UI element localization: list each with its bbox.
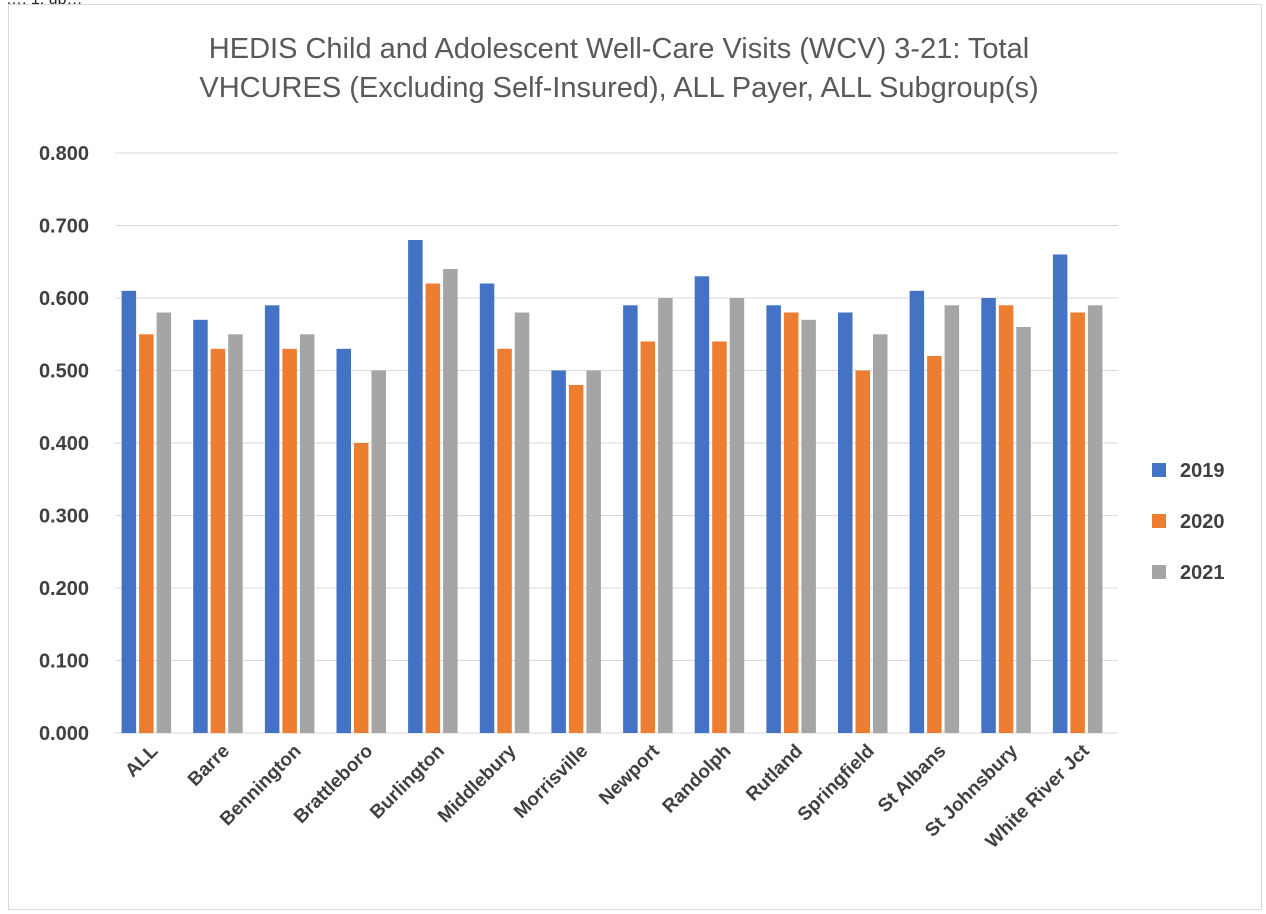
bar-2019-st-albans <box>909 290 925 734</box>
bar-2021-st-albans <box>944 305 960 733</box>
bar-2020-springfield <box>855 370 870 733</box>
y-tick-label: 0.300 <box>39 506 89 528</box>
bar-2020-newport <box>640 341 656 733</box>
bar-2020-middlebury <box>497 348 512 734</box>
bar-2020-bennington <box>282 348 297 734</box>
bar-2021-bennington <box>299 334 315 734</box>
bar-2020-st-albans <box>927 356 942 733</box>
bar-2021-springfield <box>873 334 888 734</box>
bar-2021-white-river-jct <box>1087 305 1103 733</box>
legend-label-2019: 2019 <box>1180 460 1225 482</box>
bar-2020-rutland <box>783 312 799 733</box>
x-tick-label: Middlebury <box>434 740 521 827</box>
bar-2021-st-johnsbury <box>1016 327 1031 733</box>
bar-2019-white-river-jct <box>1052 254 1068 733</box>
x-tick-label: ALL <box>121 740 162 781</box>
bar-2021-brattleboro <box>371 370 386 733</box>
y-tick-label: 0.700 <box>39 216 89 238</box>
bar-2021-burlington <box>443 269 458 733</box>
x-tick-label: Barre <box>184 741 234 791</box>
bar-2019-st-johnsbury <box>981 298 996 733</box>
bar-2019-bennington <box>264 305 280 733</box>
bar-2020-randolph <box>712 341 727 733</box>
bars <box>121 240 1103 734</box>
bar-2020-st-johnsbury <box>998 305 1014 733</box>
y-tick-label: 0.400 <box>39 433 89 455</box>
legend-swatch-2019 <box>1152 463 1166 477</box>
bar-2019-randolph <box>694 276 710 734</box>
x-tick-label: Springfield <box>794 741 879 826</box>
y-tick-label: 0.600 <box>39 288 89 310</box>
bar-2020-all <box>139 334 154 734</box>
x-tick-label: Newport <box>595 740 664 809</box>
y-tick-label: 0.500 <box>39 361 89 383</box>
bar-2020-burlington <box>425 283 441 733</box>
bar-2021-middlebury <box>514 312 530 733</box>
x-tick-label: Rutland <box>742 741 807 806</box>
y-tick-label: 0.000 <box>39 723 89 745</box>
bar-2021-rutland <box>801 319 816 733</box>
bar-2021-barre <box>228 334 243 734</box>
bar-2019-springfield <box>838 312 853 733</box>
bar-2019-all <box>121 290 137 734</box>
y-tick-label: 0.200 <box>39 578 89 600</box>
legend-swatch-2021 <box>1152 565 1166 579</box>
bar-2021-all <box>156 312 172 733</box>
bar-2019-morrisville <box>551 370 566 733</box>
bar-2019-middlebury <box>479 283 495 733</box>
x-tick-label: St Albans <box>874 741 950 817</box>
bar-2020-morrisville <box>568 385 584 733</box>
legend: 2019 2020 2021 <box>1152 460 1225 584</box>
y-tick-label: 0.100 <box>39 651 89 673</box>
bar-2020-white-river-jct <box>1070 312 1085 733</box>
legend-label-2020: 2020 <box>1180 511 1225 533</box>
bar-2019-rutland <box>766 305 781 733</box>
x-tick-label: Morrisville <box>510 741 592 823</box>
x-axis-tick-labels: ALL BarreBenningtonBrattleboroBurlingtonM… <box>121 740 1094 852</box>
bar-2021-morrisville <box>586 370 601 733</box>
bar-2020-brattleboro <box>354 443 369 733</box>
chart-title-line: HEDIS Child and Adolescent Well-Care Vis… <box>209 33 1029 65</box>
bar-2019-newport <box>623 305 638 733</box>
bar-2021-randolph <box>729 298 745 733</box>
bar-2019-barre <box>193 319 208 733</box>
legend-swatch-2020 <box>1152 514 1166 528</box>
bar-2020-barre <box>210 348 226 734</box>
chart-title: HEDIS Child and Adolescent Well-Care Vis… <box>199 33 1038 104</box>
x-tick-label: Randolph <box>659 741 736 818</box>
bar-2019-burlington <box>408 240 423 733</box>
legend-label-2021: 2021 <box>1180 562 1225 584</box>
chart-title-line: VHCURES (Excluding Self-Insured), ALL Pa… <box>199 72 1038 104</box>
bar-2021-newport <box>658 298 673 733</box>
bar-2019-brattleboro <box>336 348 351 734</box>
y-axis-tick-labels: 0.000 0.100 0.200 0.300 0.400 0.500 0.600 0.700… <box>39 143 89 745</box>
y-tick-label: 0.800 <box>39 143 89 165</box>
